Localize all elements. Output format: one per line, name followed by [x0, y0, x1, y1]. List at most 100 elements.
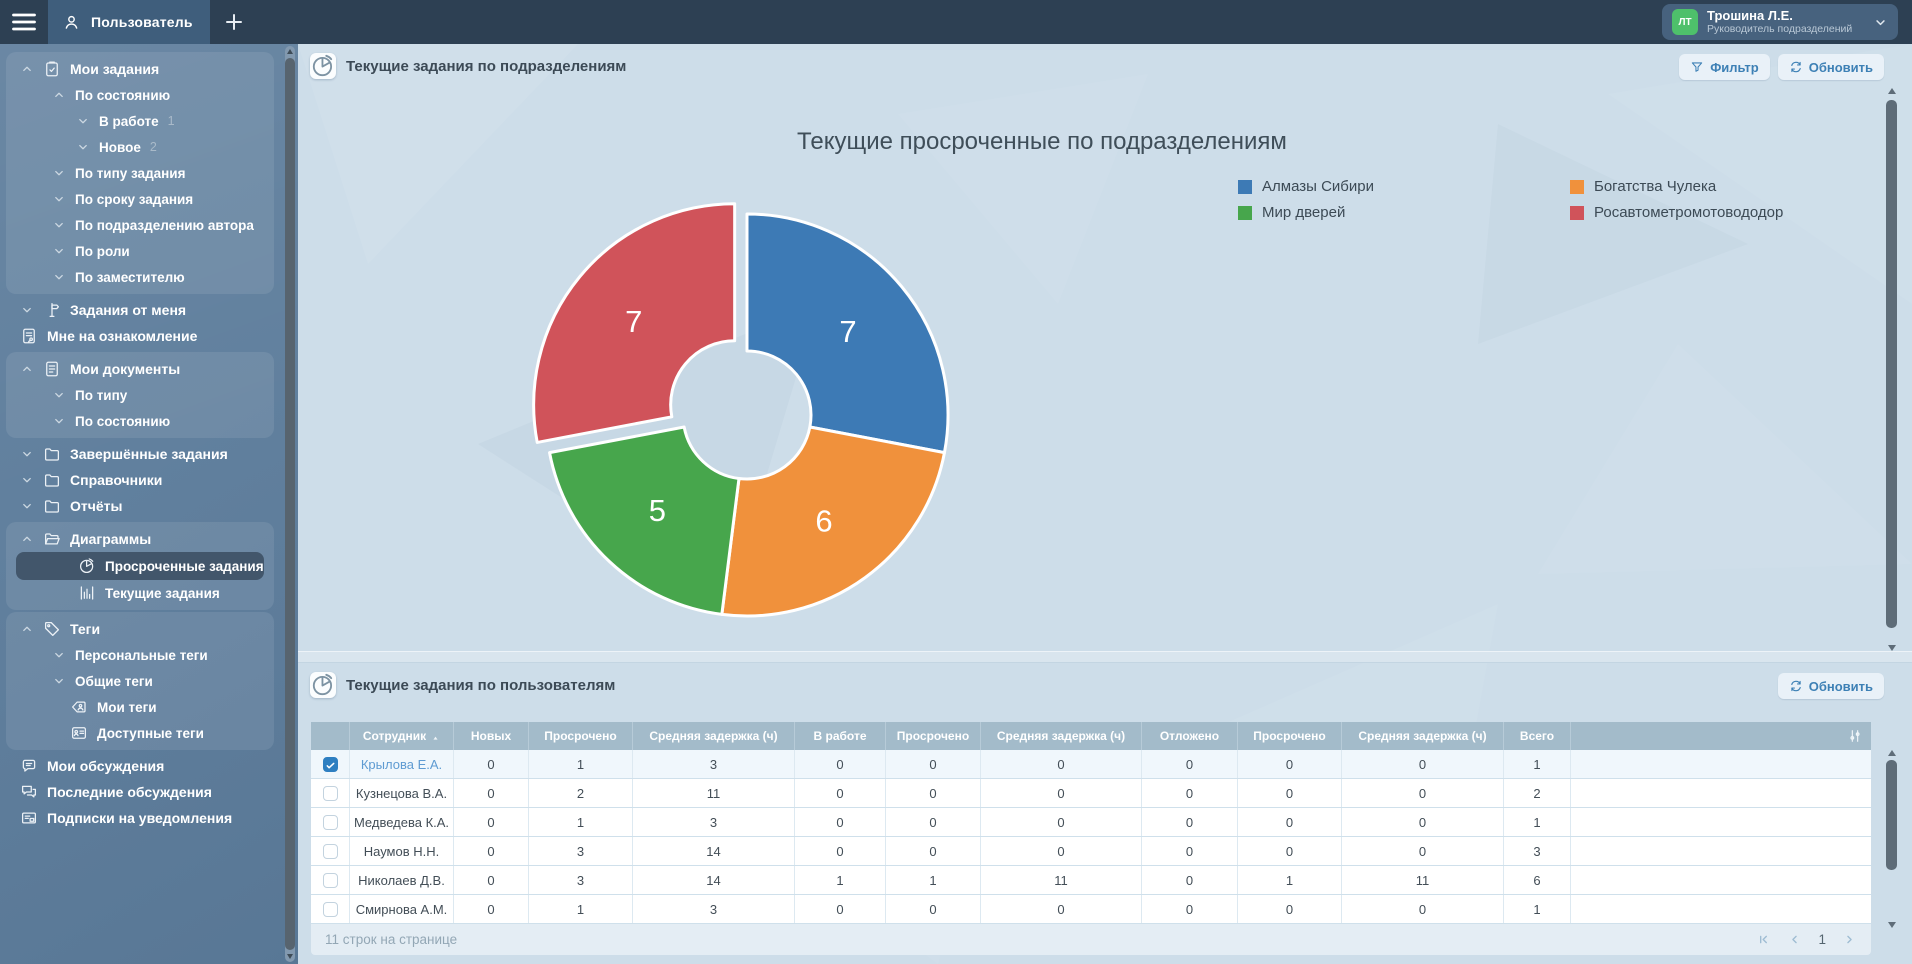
table-scrollbar[interactable]: [1885, 750, 1898, 928]
chevron-up-icon[interactable]: [20, 622, 34, 636]
column-header[interactable]: Всего: [1504, 722, 1571, 750]
sidebar-item[interactable]: По состоянию: [6, 82, 274, 108]
sidebar-item[interactable]: Завершённые задания: [6, 441, 274, 467]
scroll-up-icon[interactable]: [287, 49, 293, 54]
sliders-icon[interactable]: [1847, 728, 1863, 744]
sidebar-item[interactable]: По типу задания: [6, 160, 274, 186]
sidebar-item[interactable]: Мне на ознакомление: [6, 323, 274, 349]
sidebar-item[interactable]: Отчёты: [6, 493, 274, 519]
sidebar-item[interactable]: Последние обсуждения: [6, 779, 274, 805]
chevron-down-icon[interactable]: [52, 218, 66, 232]
employee-name-cell[interactable]: Смирнова А.М.: [350, 895, 454, 923]
sidebar-item[interactable]: Мои теги: [6, 694, 274, 720]
employee-name-cell[interactable]: Наумов Н.Н.: [350, 837, 454, 865]
user-menu[interactable]: ЛТ Трошина Л.Е. Руководитель подразделен…: [1662, 4, 1898, 40]
column-header[interactable]: Просрочено: [529, 722, 633, 750]
column-header[interactable]: Новых: [454, 722, 529, 750]
sidebar-scrollbar[interactable]: [285, 46, 295, 962]
row-checkbox[interactable]: [323, 844, 338, 859]
tab-user[interactable]: Пользователь: [48, 0, 210, 44]
row-checkbox[interactable]: [323, 786, 338, 801]
chart-scrollbar-thumb[interactable]: [1886, 100, 1897, 628]
column-header[interactable]: Отложено: [1142, 722, 1238, 750]
chevron-down-icon[interactable]: [20, 499, 34, 513]
sidebar-item[interactable]: Новое2: [6, 134, 274, 160]
scroll-up-icon[interactable]: [1888, 750, 1896, 756]
employee-name-cell[interactable]: Крылова Е.А.: [350, 750, 454, 778]
chevron-down-icon[interactable]: [52, 244, 66, 258]
donut-chart[interactable]: 7657: [527, 195, 967, 635]
donut-slice[interactable]: [550, 427, 739, 614]
sidebar-item[interactable]: По подразделению автора: [6, 212, 274, 238]
chevron-down-icon[interactable]: [20, 447, 34, 461]
next-page-icon[interactable]: [1842, 932, 1857, 947]
table-row[interactable]: Николаев Д.В.0314111101116: [311, 866, 1871, 895]
chevron-down-icon[interactable]: [76, 140, 90, 154]
sidebar-item[interactable]: По заместителю: [6, 264, 274, 290]
chevron-down-icon[interactable]: [20, 473, 34, 487]
prev-page-icon[interactable]: [1787, 932, 1802, 947]
table-row[interactable]: Кузнецова В.А.02110000002: [311, 779, 1871, 808]
scroll-up-icon[interactable]: [1888, 88, 1896, 94]
column-header[interactable]: Средняя задержка (ч): [1342, 722, 1504, 750]
chevron-up-icon[interactable]: [20, 362, 34, 376]
sidebar-item[interactable]: По состоянию: [6, 408, 274, 434]
row-checkbox[interactable]: [323, 902, 338, 917]
sidebar-item[interactable]: В работе1: [6, 108, 274, 134]
chevron-up-icon[interactable]: [20, 532, 34, 546]
sidebar-scrollbar-thumb[interactable]: [285, 58, 295, 950]
table-row[interactable]: Медведева К.А.0130000001: [311, 808, 1871, 837]
sidebar-item[interactable]: Задания от меня: [6, 297, 274, 323]
chevron-down-icon[interactable]: [52, 414, 66, 428]
table-row[interactable]: Смирнова А.М.0130000001: [311, 895, 1871, 924]
sidebar-item[interactable]: Подписки на уведомления: [6, 805, 274, 831]
sidebar-item[interactable]: Мои документы: [6, 356, 274, 382]
chevron-down-icon[interactable]: [52, 388, 66, 402]
column-header[interactable]: Просрочено: [886, 722, 981, 750]
chevron-down-icon[interactable]: [20, 303, 34, 317]
chevron-down-icon[interactable]: [76, 114, 90, 128]
sidebar-item[interactable]: По роли: [6, 238, 274, 264]
column-header[interactable]: Просрочено: [1238, 722, 1342, 750]
sidebar-item[interactable]: Справочники: [6, 467, 274, 493]
refresh-button[interactable]: Обновить: [1778, 673, 1884, 699]
table-row[interactable]: Крылова Е.А.0130000001: [311, 750, 1871, 779]
hamburger-menu-icon[interactable]: [10, 8, 38, 36]
employee-name-cell[interactable]: Николаев Д.В.: [350, 866, 454, 894]
sidebar-item[interactable]: Текущие задания: [6, 580, 274, 606]
first-page-icon[interactable]: [1756, 932, 1771, 947]
sidebar-item[interactable]: Теги: [6, 616, 274, 642]
table-row[interactable]: Наумов Н.Н.03140000003: [311, 837, 1871, 866]
sidebar-item[interactable]: Мои задания: [6, 56, 274, 82]
chevron-down-icon[interactable]: [52, 674, 66, 688]
table-scrollbar-thumb[interactable]: [1886, 760, 1897, 870]
chevron-down-icon[interactable]: [52, 270, 66, 284]
sidebar-item[interactable]: Персональные теги: [6, 642, 274, 668]
sidebar-item[interactable]: По сроку задания: [6, 186, 274, 212]
chart-scrollbar[interactable]: [1885, 88, 1898, 651]
filter-button[interactable]: Фильтр: [1679, 54, 1770, 80]
current-page[interactable]: 1: [1818, 932, 1826, 947]
row-checkbox[interactable]: [323, 873, 338, 888]
sidebar-item[interactable]: Диаграммы: [6, 526, 274, 552]
sidebar-item[interactable]: Просроченные задания: [16, 552, 264, 580]
add-tab-button[interactable]: [222, 10, 246, 34]
chevron-down-icon[interactable]: [52, 192, 66, 206]
chevron-up-icon[interactable]: [20, 62, 34, 76]
chevron-down-icon[interactable]: [52, 648, 66, 662]
refresh-button[interactable]: Обновить: [1778, 54, 1884, 80]
row-checkbox[interactable]: [323, 815, 338, 830]
scroll-down-icon[interactable]: [1888, 922, 1896, 928]
chevron-down-icon[interactable]: [52, 166, 66, 180]
row-checkbox[interactable]: [323, 757, 338, 772]
sidebar-item[interactable]: Общие теги: [6, 668, 274, 694]
sidebar-item[interactable]: Доступные теги: [6, 720, 274, 746]
employee-name-cell[interactable]: Кузнецова В.А.: [350, 779, 454, 807]
column-header[interactable]: Средняя задержка (ч): [981, 722, 1142, 750]
chevron-up-icon[interactable]: [52, 88, 66, 102]
donut-slice[interactable]: [722, 427, 945, 616]
scroll-down-icon[interactable]: [287, 954, 293, 959]
column-header[interactable]: Средняя задержка (ч): [633, 722, 795, 750]
employee-name-cell[interactable]: Медведева К.А.: [350, 808, 454, 836]
column-header[interactable]: Сотрудник: [350, 722, 454, 750]
